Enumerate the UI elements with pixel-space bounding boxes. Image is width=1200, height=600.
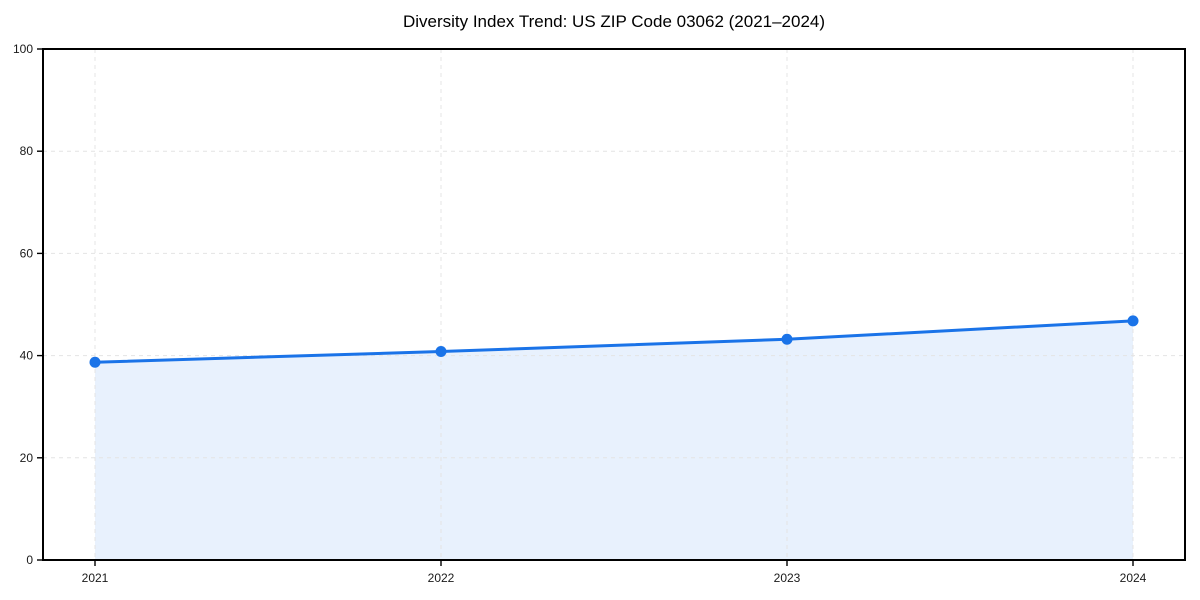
plot-border [42, 48, 1186, 561]
y-tick-label: 40 [20, 349, 34, 363]
x-tick-label: 2021 [82, 571, 109, 585]
data-point-2024 [1127, 315, 1139, 327]
x-tick-label: 2022 [428, 571, 455, 585]
y-tick-label: 0 [26, 553, 33, 567]
data-point-2021 [89, 356, 101, 368]
data-point-2023 [781, 333, 793, 345]
trend-line [93, 319, 1135, 364]
area-fill [95, 320, 1133, 560]
y-tick-label: 80 [20, 144, 34, 158]
x-tick-label: 2024 [1120, 571, 1147, 585]
data-point-2022 [435, 346, 447, 358]
y-tick-label: 60 [20, 246, 34, 260]
x-tick-label: 2023 [774, 571, 801, 585]
y-tick-label: 100 [13, 42, 33, 56]
chart-title: Diversity Index Trend: US ZIP Code 03062… [402, 12, 826, 31]
y-tick-label: 20 [20, 451, 34, 465]
